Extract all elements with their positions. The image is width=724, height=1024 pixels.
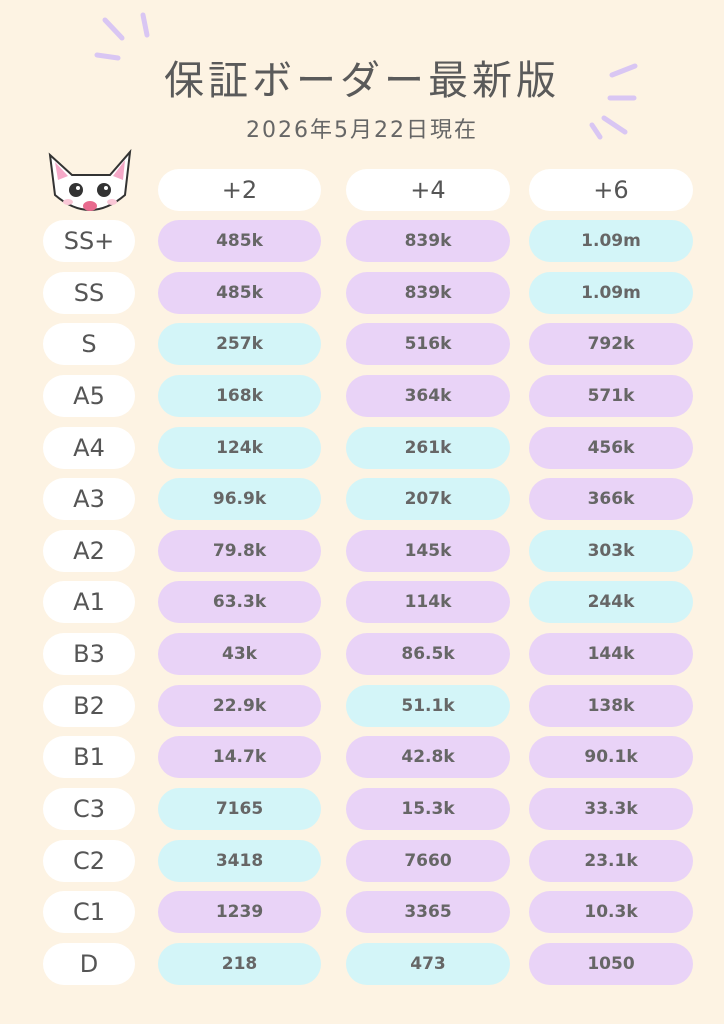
cell: 456k xyxy=(529,426,693,469)
decor xyxy=(48,12,638,211)
cell: 839k xyxy=(346,271,510,314)
cell: 168k xyxy=(158,374,321,417)
cell: 51.1k xyxy=(346,684,510,727)
sparkle-left xyxy=(94,12,150,61)
cell: 303k xyxy=(529,529,693,572)
column-header: +6 xyxy=(529,169,693,211)
cell: 1.09m xyxy=(529,220,693,262)
row-label: A2 xyxy=(43,529,135,572)
subtitle: 2026年5月22日現在 xyxy=(246,118,478,143)
cell: 86.5k xyxy=(346,633,510,676)
cell: 1239 xyxy=(158,891,321,934)
cell: 3418 xyxy=(158,839,321,882)
cell: 364k xyxy=(346,374,510,417)
row-label: B3 xyxy=(43,633,135,676)
column-header: +4 xyxy=(346,169,510,211)
cell: 14.7k xyxy=(158,736,321,779)
row-label: S xyxy=(43,323,135,366)
cell: 792k xyxy=(529,323,693,366)
row-label: C2 xyxy=(43,839,135,882)
cell: 516k xyxy=(346,323,510,366)
cell: 1050 xyxy=(529,942,693,985)
cell: 7165 xyxy=(158,788,321,831)
cell: 23.1k xyxy=(529,839,693,882)
cell: 145k xyxy=(346,529,510,572)
column-header: +2 xyxy=(158,169,321,211)
row-label: D xyxy=(43,942,135,985)
cell: 43k xyxy=(158,633,321,676)
cell: 42.8k xyxy=(346,736,510,779)
cell: 839k xyxy=(346,220,510,262)
cell: 218 xyxy=(158,942,321,985)
row-label: B1 xyxy=(43,736,135,779)
row-label: SS+ xyxy=(43,220,135,262)
cell: 114k xyxy=(346,581,510,624)
row-label: C1 xyxy=(43,891,135,934)
cell: 10.3k xyxy=(529,891,693,934)
row-label: A3 xyxy=(43,478,135,521)
cell: 138k xyxy=(529,684,693,727)
cell: 261k xyxy=(346,426,510,469)
row-label: A5 xyxy=(43,374,135,417)
sparkle-right xyxy=(589,63,638,140)
cell: 90.1k xyxy=(529,736,693,779)
cell: 485k xyxy=(158,220,321,262)
row-label: A1 xyxy=(43,581,135,624)
row-label: B2 xyxy=(43,684,135,727)
cell: 207k xyxy=(346,478,510,521)
cell: 144k xyxy=(529,633,693,676)
cell: 485k xyxy=(158,271,321,314)
cell: 473 xyxy=(346,942,510,985)
cell: 7660 xyxy=(346,839,510,882)
cell: 63.3k xyxy=(158,581,321,624)
cell: 22.9k xyxy=(158,684,321,727)
cell: 571k xyxy=(529,374,693,417)
cell: 3365 xyxy=(346,891,510,934)
row-label: A4 xyxy=(43,426,135,469)
cell: 96.9k xyxy=(158,478,321,521)
cell: 79.8k xyxy=(158,529,321,572)
cell: 244k xyxy=(529,581,693,624)
cell: 366k xyxy=(529,478,693,521)
row-label: C3 xyxy=(43,788,135,831)
cell: 1.09m xyxy=(529,271,693,314)
cat-icon xyxy=(48,148,132,211)
title: 保証ボーダー最新版 xyxy=(164,58,560,104)
cell: 15.3k xyxy=(346,788,510,831)
row-label: SS xyxy=(43,271,135,314)
cell: 33.3k xyxy=(529,788,693,831)
cell: 124k xyxy=(158,426,321,469)
cell: 257k xyxy=(158,323,321,366)
